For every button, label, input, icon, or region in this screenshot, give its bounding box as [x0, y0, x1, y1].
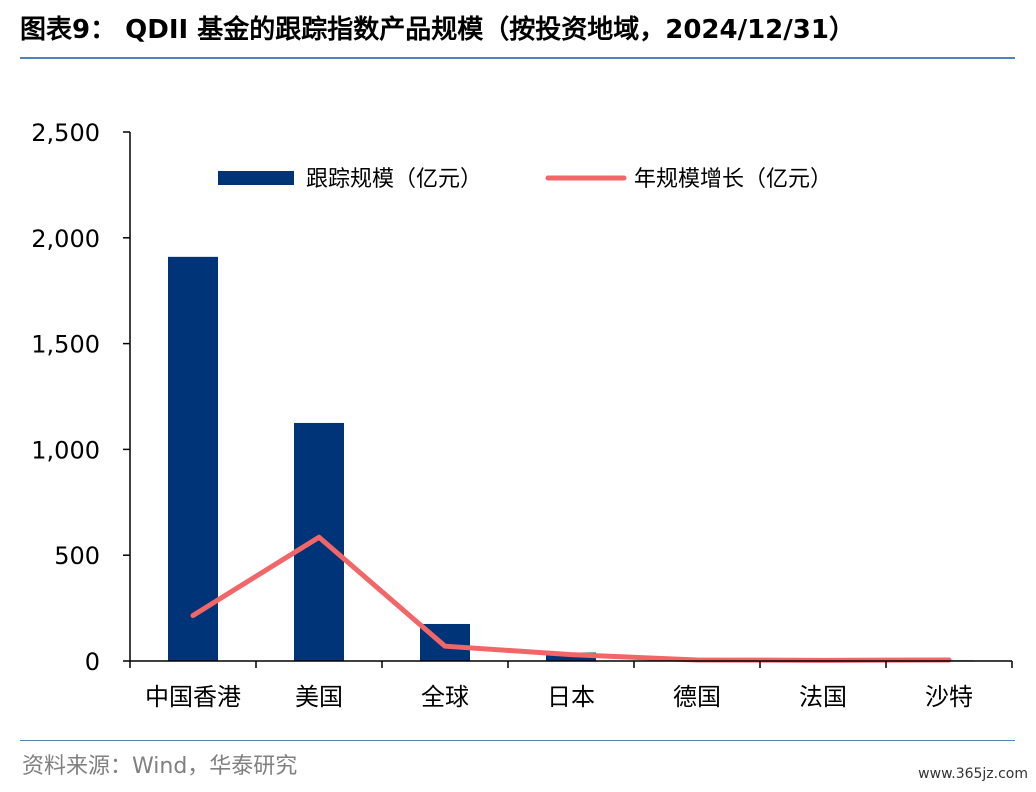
y-tick-label-5: 2,000: [31, 225, 100, 253]
bar-2: [294, 422, 344, 661]
x-tick-label-1: 中国香港: [145, 683, 241, 711]
chart-title: 图表9： QDII 基金的跟踪指数产品规模（按投资地域，2024/12/31）: [20, 15, 855, 45]
legend: 跟踪规模（亿元） 年规模增长（亿元）: [218, 167, 832, 192]
axes: [123, 131, 1013, 668]
legend-label-bar: 跟踪规模（亿元）: [306, 167, 482, 192]
y-tick-label-6: 2,500: [31, 119, 100, 147]
x-tick-labels: 中国香港 美国 全球 日本 德国 法国 沙特: [145, 683, 973, 711]
y-tick-label-3: 1,000: [31, 436, 100, 464]
bar-1: [168, 256, 218, 661]
source-note: 资料来源：Wind，华泰研究: [22, 754, 298, 779]
y-tick-label-4: 1,500: [31, 331, 100, 359]
x-tick-label-7: 沙特: [925, 683, 973, 711]
x-tick-label-4: 日本: [547, 683, 595, 711]
x-tick-label-5: 德国: [673, 683, 721, 711]
y-tick-label-2: 500: [54, 542, 100, 570]
watermark: www.365jz.com: [918, 766, 1028, 782]
y-tick-labels: 0 500 1,000 1,500 2,000 2,500: [31, 119, 100, 676]
bar-series: [168, 256, 974, 661]
footer-divider: [20, 740, 1015, 741]
legend-swatch-bar: [218, 171, 294, 185]
x-tick-label-6: 法国: [799, 683, 847, 711]
x-tick-label-3: 全球: [421, 683, 469, 711]
x-tick-label-2: 美国: [295, 683, 343, 711]
legend-label-line: 年规模增长（亿元）: [634, 167, 832, 192]
title-divider: [20, 57, 1015, 59]
y-tick-label-1: 0: [85, 648, 100, 676]
